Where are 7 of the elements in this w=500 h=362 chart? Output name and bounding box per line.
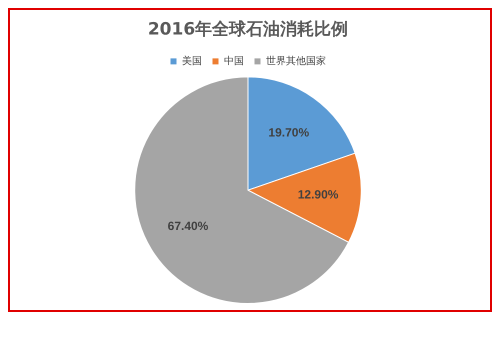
data-label: 19.70% [268,125,310,140]
chart-title: 2016年全球石油消耗比例 [148,20,348,40]
data-label: 67.40% [168,219,209,234]
legend-label: 美国 [182,54,202,67]
legend-label: 中国 [224,54,244,67]
legend-label: 世界其他国家 [266,54,326,67]
data-label: 12.90% [298,188,339,202]
